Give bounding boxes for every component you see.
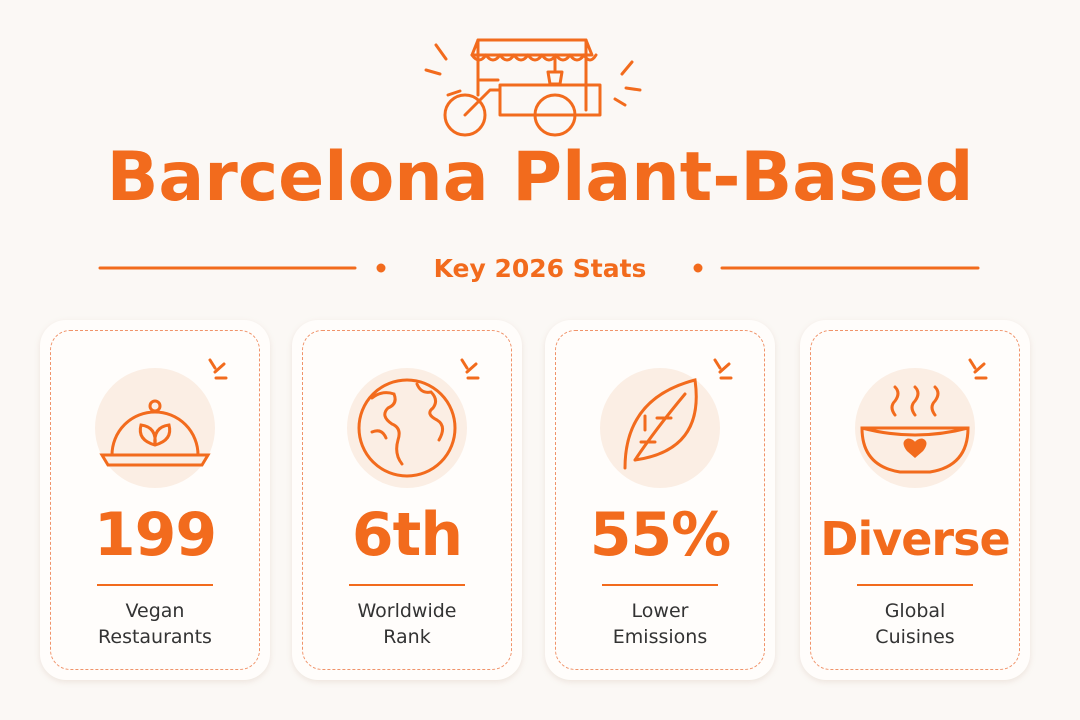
leaf-icon xyxy=(623,358,733,470)
stat-label: Global Cuisines xyxy=(875,600,955,648)
cloche-icon xyxy=(99,358,228,467)
stat-value: 199 xyxy=(93,500,217,570)
stat-card: 55% Lower Emissions xyxy=(545,320,775,680)
stat-card: 6th Worldwide Rank xyxy=(292,320,522,680)
globe-icon xyxy=(357,358,480,478)
stat-label: Worldwide Rank xyxy=(357,600,457,648)
dot xyxy=(376,263,386,273)
stat-value: Diverse xyxy=(820,512,1010,566)
dot xyxy=(693,263,703,273)
cart-icon xyxy=(424,38,642,137)
header-decor xyxy=(98,38,980,273)
stat-value: 6th xyxy=(351,500,463,570)
stat-card: Diverse Global Cuisines xyxy=(800,320,1030,680)
stat-card: 199 Vegan Restaurants xyxy=(40,320,270,680)
stat-value: 55% xyxy=(589,500,732,570)
stat-label: Lower Emissions xyxy=(612,600,708,648)
bowl-icon xyxy=(860,358,988,474)
subtitle: Key 2026 Stats xyxy=(433,254,647,283)
title: Barcelona Plant-Based xyxy=(106,138,974,217)
stat-label: Vegan Restaurants xyxy=(98,600,212,648)
